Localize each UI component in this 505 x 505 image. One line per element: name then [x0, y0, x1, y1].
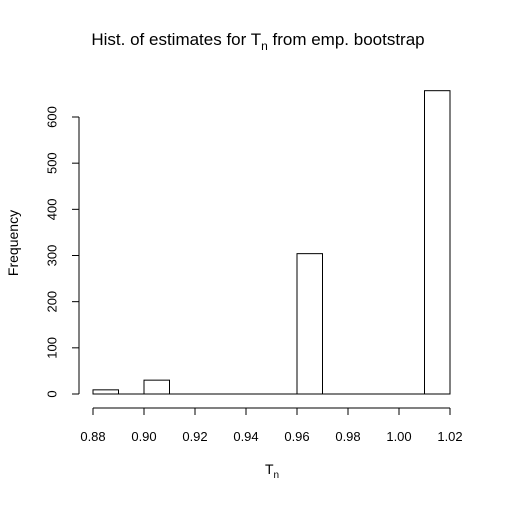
histogram-bar [424, 90, 451, 395]
chart-title-suffix: from emp. bootstrap [268, 30, 425, 49]
x-tick-label: 1.02 [437, 429, 462, 444]
histogram-bar [296, 253, 323, 395]
y-tick-label: 0 [45, 390, 60, 397]
bars-layer [92, 90, 451, 395]
x-tick-label: 1.00 [386, 429, 411, 444]
x-axis-label-main: T [265, 461, 274, 477]
x-axis: 0.88 0.90 0.92 0.94 0.96 0.98 1.00 1.02 [80, 407, 463, 444]
x-tick-label: 0.96 [284, 429, 309, 444]
y-axis-label: Frequency [5, 210, 21, 276]
y-tick-label: 200 [45, 291, 60, 313]
y-tick-label: 500 [45, 152, 60, 174]
y-tick-label: 400 [45, 198, 60, 220]
x-tick-label: 0.98 [335, 429, 360, 444]
x-axis-label: Tn [265, 461, 279, 481]
y-tick-label: 600 [45, 106, 60, 128]
y-axis: 0 100 200 300 400 500 600 [45, 106, 80, 398]
histogram-bar [92, 389, 119, 395]
y-tick-label: 300 [45, 245, 60, 267]
x-tick-label: 0.90 [131, 429, 156, 444]
y-tick-label: 100 [45, 337, 60, 359]
x-tick-label: 0.88 [80, 429, 105, 444]
x-tick-label: 0.94 [233, 429, 258, 444]
chart-title: Hist. of estimates for Tn from emp. boot… [91, 30, 424, 53]
chart-title-prefix: Hist. of estimates for T [91, 30, 261, 49]
x-tick-label: 0.92 [182, 429, 207, 444]
x-axis-label-subscript: n [274, 470, 280, 481]
chart-title-subscript: n [261, 39, 268, 53]
histogram-bar [143, 379, 170, 395]
